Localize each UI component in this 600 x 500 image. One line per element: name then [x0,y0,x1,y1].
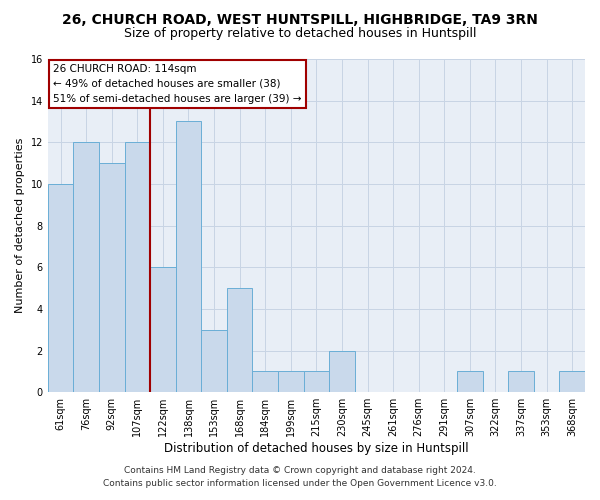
Bar [253,372,278,392]
Bar [176,122,201,392]
X-axis label: Distribution of detached houses by size in Huntspill: Distribution of detached houses by size … [164,442,469,455]
Bar [329,350,355,392]
Bar [278,372,304,392]
Text: Size of property relative to detached houses in Huntspill: Size of property relative to detached ho… [124,28,476,40]
Bar [304,372,329,392]
Bar [73,142,99,392]
Text: Contains HM Land Registry data © Crown copyright and database right 2024.
Contai: Contains HM Land Registry data © Crown c… [103,466,497,487]
Bar [559,372,585,392]
Y-axis label: Number of detached properties: Number of detached properties [15,138,25,314]
Bar [125,142,150,392]
Text: 26 CHURCH ROAD: 114sqm
← 49% of detached houses are smaller (38)
51% of semi-det: 26 CHURCH ROAD: 114sqm ← 49% of detached… [53,64,302,104]
Text: 26, CHURCH ROAD, WEST HUNTSPILL, HIGHBRIDGE, TA9 3RN: 26, CHURCH ROAD, WEST HUNTSPILL, HIGHBRI… [62,12,538,26]
Bar [227,288,253,392]
Bar [150,268,176,392]
Bar [201,330,227,392]
Bar [508,372,534,392]
Bar [457,372,482,392]
Bar [99,163,125,392]
Bar [48,184,73,392]
